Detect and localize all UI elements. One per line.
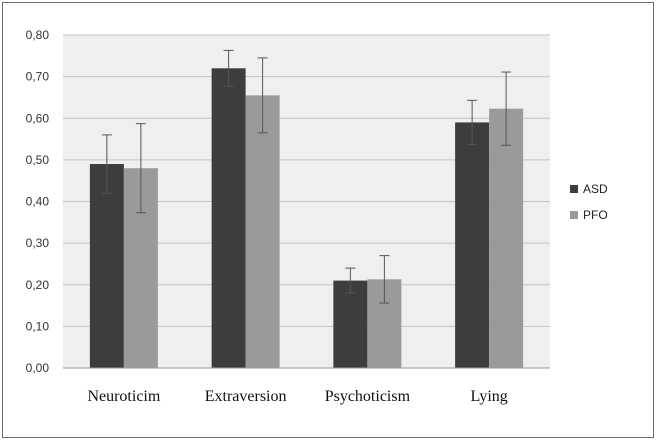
- legend-label-pfo: PFO: [583, 208, 608, 222]
- x-tick-label: Neuroticim: [87, 388, 160, 405]
- error-bar-pfo-extraversion: [257, 57, 268, 134]
- bar-pfo-lying: [489, 108, 524, 369]
- y-axis: 0,00 0,10 0,20 0,30 0,40 0,50 0,60 0,70 0,80: [26, 28, 50, 375]
- error-bar-asd-neuroticim: [101, 134, 112, 194]
- x-axis: Neuroticim Extraversion Psychoticism Lying: [87, 388, 507, 405]
- error-bar-asd-extraversion: [223, 49, 234, 87]
- bar-chart: 0,00 0,10 0,20 0,30 0,40 0,50 0,60 0,70 0,80 Neu…: [26, 28, 608, 405]
- bar-asd-psychoticism: [333, 280, 368, 368]
- legend-label-asd: ASD: [583, 182, 608, 196]
- legend: ASD PFO: [570, 182, 608, 222]
- y-tick-label: 0,40: [26, 195, 50, 209]
- bar-asd-lying: [455, 122, 490, 368]
- x-tick-label: Extraversion: [205, 388, 287, 405]
- legend-swatch-asd: [570, 185, 578, 193]
- y-tick-label: 0,60: [26, 111, 50, 125]
- y-tick-label: 0,70: [26, 70, 50, 84]
- y-tick-label: 0,50: [26, 153, 50, 167]
- error-bar-asd-psychoticism: [345, 267, 356, 294]
- bar-asd-extraversion: [211, 68, 246, 369]
- error-bar-pfo-lying: [501, 71, 512, 146]
- y-tick-label: 0,20: [26, 278, 50, 292]
- x-tick-label: Lying: [470, 388, 507, 405]
- error-bar-asd-lying: [467, 99, 478, 145]
- y-tick-label: 0,80: [26, 28, 50, 42]
- y-tick-label: 0,00: [26, 361, 50, 375]
- error-bar-pfo-neuroticim: [135, 123, 146, 214]
- error-bars: [101, 49, 512, 304]
- y-tick-label: 0,10: [26, 319, 50, 333]
- error-bar-pfo-psychoticism: [379, 255, 390, 304]
- x-tick-label: Psychoticism: [325, 388, 411, 405]
- chart-frame: 0,00 0,10 0,20 0,30 0,40 0,50 0,60 0,70 0,80 Neu…: [2, 2, 654, 438]
- legend-swatch-pfo: [570, 211, 578, 219]
- y-tick-label: 0,30: [26, 236, 50, 250]
- bars: [89, 68, 524, 369]
- bar-pfo-extraversion: [245, 95, 280, 368]
- bar-asd-neuroticim: [89, 164, 124, 368]
